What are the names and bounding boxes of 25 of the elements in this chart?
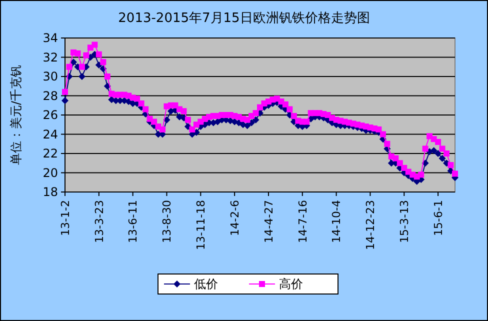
x-tick-label: 14-12-23: [364, 200, 378, 250]
legend-label: 高价: [279, 277, 303, 292]
y-tick-label: 34: [42, 31, 58, 46]
y-tick-label: 26: [42, 108, 58, 122]
x-tick-label: 13-11-18: [194, 200, 208, 250]
y-tick-label: 24: [42, 127, 58, 142]
x-tick-label: 13-8-30: [160, 200, 174, 243]
legend-label: 低价: [194, 277, 218, 292]
y-tick-label: 20: [42, 166, 58, 180]
x-tick-label: 13-1-2: [58, 200, 72, 236]
x-tick-label: 14-4-27: [262, 200, 276, 243]
x-tick-label: 13-6-11: [126, 200, 140, 243]
chart-title: 2013-2015年7月15日欧洲钒铁价格走势图: [118, 11, 370, 26]
x-tick-label: 15-6-1: [432, 200, 445, 236]
y-tick-label: 28: [42, 88, 58, 103]
y-tick-label: 30: [42, 70, 58, 84]
y-axis-title: 单位：美元/千克钒: [9, 64, 23, 166]
x-tick-label: 15-3-13: [398, 200, 411, 243]
y-tick-label: 32: [42, 50, 58, 64]
x-tick-label: 14-10-4: [330, 200, 344, 243]
x-tick-label: 14-7-16: [296, 200, 310, 243]
y-tick-label: 18: [42, 185, 58, 200]
x-tick-label: 14-2-6: [228, 200, 242, 236]
y-tick-label: 22: [42, 146, 58, 161]
x-tick-label: 13-3-23: [92, 200, 106, 243]
